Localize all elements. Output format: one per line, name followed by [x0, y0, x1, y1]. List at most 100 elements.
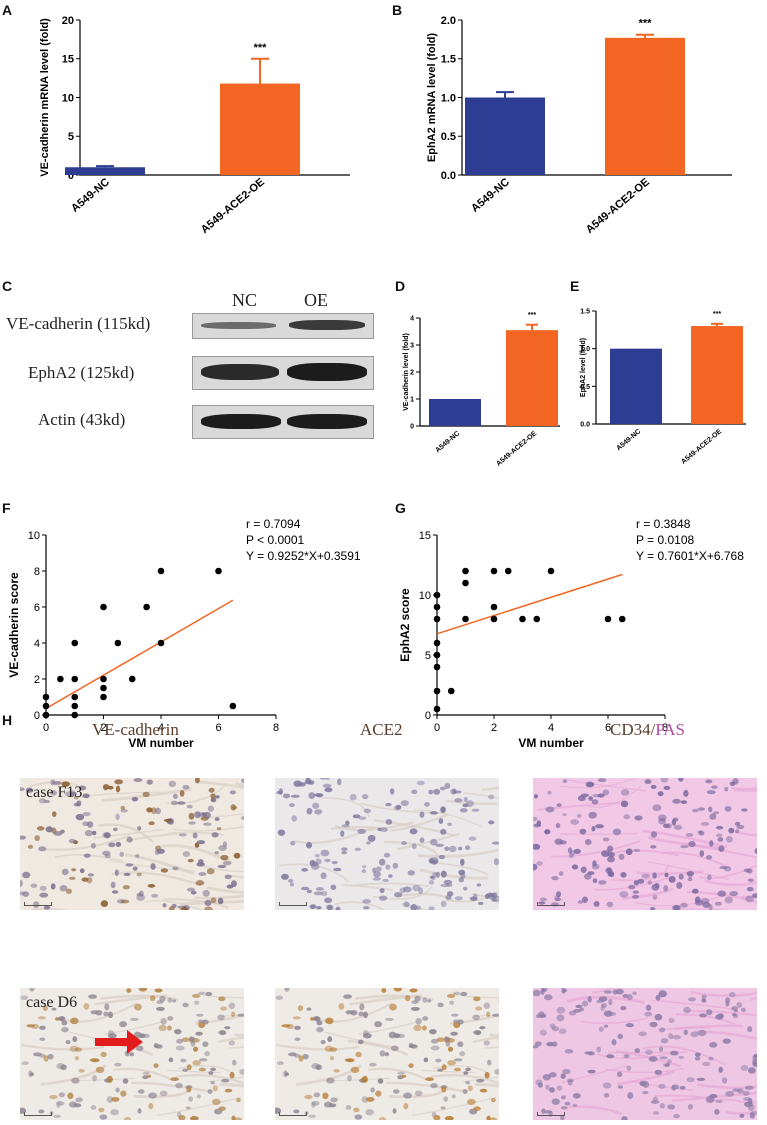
panel-letter-d: D — [395, 278, 406, 294]
wb-blot-epha2 — [192, 356, 374, 390]
chart-g-ytick-label: 0 — [425, 710, 431, 722]
scale-bar — [24, 902, 52, 906]
chart-f-point — [143, 603, 150, 611]
chart-f-point — [100, 675, 107, 683]
chart-f-point — [42, 693, 50, 701]
wb-band-vecadherin-nc — [201, 322, 276, 329]
chart-f-point — [100, 603, 107, 611]
chart-f-fit-line — [45, 599, 234, 710]
chart-d-ytick-label: 0 — [410, 423, 414, 430]
chart-f-point — [215, 567, 222, 575]
chart-b-bar-oe — [605, 37, 685, 176]
chart-f-point — [71, 639, 79, 647]
wb-header-nc: NC — [232, 290, 258, 310]
wb-blot-actin — [192, 405, 374, 439]
chart-f-point — [229, 702, 237, 710]
chart-g-point — [433, 687, 441, 695]
tissue-texture — [20, 778, 244, 910]
chart-g-point — [490, 603, 498, 611]
chart-e-ylabel: EphA2 level (fold) — [580, 338, 587, 397]
chart-b-significance: *** — [639, 18, 653, 30]
ihc-image-d6-vecadherin: case D6 — [20, 988, 244, 1120]
panel-letter-a: A — [2, 2, 13, 18]
chart-f-ylabel: VE-cadherin score — [7, 572, 21, 678]
chart-d-category-label: A549-ACE2-OE — [495, 430, 538, 468]
chart-e-bar-nc — [610, 348, 662, 424]
case-label-f13: case F13 — [26, 784, 83, 801]
chart-g-point — [504, 567, 512, 575]
chart-f-point — [71, 693, 79, 701]
chart-g-point — [604, 615, 612, 623]
panel-letter-c: C — [2, 278, 13, 294]
scale-bar — [537, 1112, 565, 1116]
chart-f-ytick-label: 10 — [28, 530, 40, 542]
chart-e-ytick-label: 1.0 — [580, 346, 590, 353]
scale-bar — [279, 902, 307, 906]
chart-f-ytick-label: 8 — [34, 566, 40, 578]
chart-g-point — [462, 567, 469, 575]
chart-e-significance: *** — [713, 311, 721, 318]
case-label-d6: case D6 — [26, 994, 78, 1011]
chart-d-bar-nc — [429, 399, 481, 426]
chart-f-stat: r = 0.7094 — [246, 517, 301, 531]
tissue-texture — [533, 778, 757, 910]
chart-f-ytick-label: 6 — [34, 602, 40, 614]
chart-b-ytick-label: 0.0 — [441, 170, 456, 182]
chart-e-category-label: A549-ACE2-OE — [680, 428, 723, 466]
chart-d-ytick-label: 2 — [410, 369, 414, 376]
chart-d-category-label: A549-NC — [434, 430, 461, 454]
chart-a-ytick-label: 10 — [62, 92, 74, 104]
ihc-title-pas-text: PAS — [655, 720, 685, 739]
panel-letter-b: B — [392, 2, 403, 18]
chart-g-point — [490, 567, 498, 575]
western-blot: NC OE VE-cadherin (115kd) EphA2 (125kd) … — [0, 0, 390, 450]
chart-a-ytick-label: 0 — [68, 170, 74, 182]
ihc-title-cd34-pas: CD34/PAS — [610, 720, 685, 740]
chart-g-ytick-label: 10 — [419, 590, 431, 602]
chart-f-stat: P < 0.0001 — [246, 533, 304, 547]
chart-b-ytick-label: 1.0 — [441, 92, 456, 104]
ihc-image-d6-cd34-pas — [533, 988, 757, 1120]
chart-b-ylabel: EphA2 mRNA level (fold) — [426, 33, 438, 162]
ihc-image-f13-vecadherin: case F13 — [20, 778, 244, 910]
chart-g-ytick-label: 5 — [425, 650, 431, 662]
wb-blot-vecadherin — [192, 313, 374, 339]
ihc-title-cd34-text: CD34/ — [610, 720, 656, 739]
chart-f-xtick-label: 2 — [100, 722, 106, 734]
chart-f-point — [71, 702, 79, 710]
wb-row-label-vecadherin: VE-cadherin (115kd) — [6, 314, 151, 333]
chart-e-ytick-label: 1.5 — [580, 308, 590, 315]
tissue-texture — [533, 988, 757, 1120]
ihc-title-ace2-text: ACE2 — [360, 720, 403, 739]
chart-e-category-label: A549-NC — [615, 428, 642, 452]
wb-band-epha2-oe — [287, 363, 367, 381]
chart-f-xlabel: VM number — [128, 736, 194, 750]
chart-f-xtick-label: 4 — [158, 722, 164, 734]
chart-f-point — [71, 675, 79, 683]
wb-band-actin-nc — [201, 414, 281, 429]
chart-a-bar-oe — [220, 83, 300, 175]
scale-bar — [537, 902, 565, 906]
chart-f-xtick-label: 0 — [43, 722, 49, 734]
chart-g-point — [519, 615, 526, 623]
chart-a-ylabel: VE-cadherin mRNA level (fold) — [39, 18, 51, 177]
chart-a-bar-nc — [65, 167, 145, 175]
scale-bar — [279, 1112, 307, 1116]
chart-g-xtick-label: 4 — [548, 722, 554, 734]
wb-row-label-epha2: EphA2 (125kd) — [28, 363, 135, 382]
chart-e-ytick-label: 0.5 — [580, 384, 590, 391]
chart-g-xtick-label: 2 — [491, 722, 497, 734]
chart-f-point — [57, 675, 64, 683]
chart-f-point — [100, 693, 107, 701]
chart-b-bar-nc — [465, 97, 545, 175]
tissue-texture — [20, 988, 244, 1120]
chart-f-point — [71, 711, 79, 719]
scale-bar — [24, 1112, 52, 1116]
chart-g-point — [462, 615, 469, 623]
chart-e-ytick-label: 0.0 — [580, 421, 590, 428]
chart-g-point — [433, 705, 441, 713]
chart-f-ytick-label: 2 — [34, 674, 40, 686]
ihc-image-f13-cd34-pas — [533, 778, 757, 910]
chart-f-xtick-label: 6 — [215, 722, 221, 734]
